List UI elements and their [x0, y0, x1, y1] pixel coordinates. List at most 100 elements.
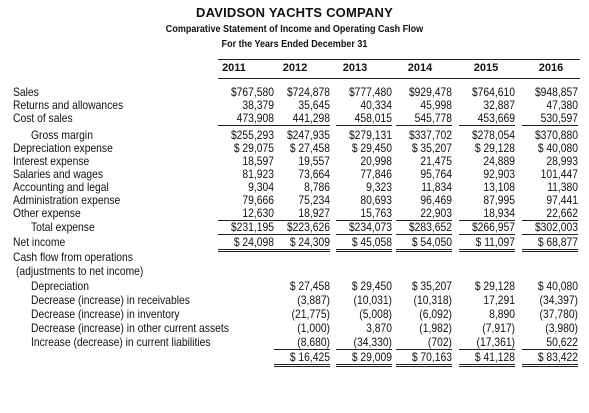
table-row: Total expense $231,195 $223,626 $234,073 $28…: [0, 220, 589, 235]
value-cell: 18,927: [274, 207, 330, 221]
value-cell: (34,397): [522, 294, 578, 307]
value-text: 453,669: [477, 111, 515, 125]
value-cell: 11,834: [396, 181, 452, 194]
value-cell: 20,998: [336, 155, 392, 168]
value-text: 96,469: [420, 193, 452, 207]
value-text: 28,993: [546, 154, 578, 168]
value-text: 8,890: [489, 307, 515, 321]
value-text: $ 24,309: [289, 235, 330, 249]
value-cell: 9,323: [336, 181, 392, 194]
value-text: 24,889: [483, 154, 515, 168]
value-cell: $ 83,422: [522, 351, 578, 367]
value-cell: (1,982): [396, 322, 452, 335]
value-cell: $948,857: [522, 86, 578, 99]
header-rule-top: [218, 59, 580, 60]
value-text: $370,880: [534, 128, 578, 142]
value-cell: $337,702: [396, 129, 452, 142]
value-cell: 21,475: [396, 155, 452, 168]
value-cell: $ 11,097: [459, 236, 515, 252]
value-text: 19,557: [298, 154, 330, 168]
value-text: $255,293: [230, 128, 274, 142]
value-cell: $777,480: [336, 86, 392, 99]
row-label: Other expense: [13, 206, 81, 220]
row-label: Salaries and wages: [13, 167, 104, 181]
table-row: (adjustments to net income): [0, 265, 589, 278]
value-cell: 79,666: [218, 194, 274, 207]
value-text: $247,935: [286, 128, 330, 142]
value-cell: $ 29,075: [218, 142, 274, 155]
value-cell: $ 29,450: [336, 142, 392, 155]
value-text: $ 70,163: [411, 350, 452, 364]
value-text: $929,478: [408, 85, 452, 99]
value-cell: 73,664: [274, 168, 330, 181]
row-label: Returns and allowances: [13, 98, 124, 112]
row-label: Interest expense: [13, 154, 90, 168]
table-row: Depreciation $ 27,458 $ 29,450 $ 35,207 $ 29…: [0, 280, 589, 293]
value-text: 9,304: [248, 180, 274, 194]
value-cell: 8,786: [274, 181, 330, 194]
value-cell: $929,478: [396, 86, 452, 99]
row-label: Increase (decrease) in current liabiliti…: [31, 335, 211, 349]
value-cell: 40,334: [336, 99, 392, 112]
value-cell: 9,304: [218, 181, 274, 194]
row-label: Cash flow from operations: [13, 250, 133, 264]
value-text: $948,857: [534, 85, 578, 99]
row-label: Administration expense: [13, 193, 121, 207]
value-text: (3,887): [297, 293, 330, 307]
value-cell: (3,887): [274, 294, 330, 307]
value-text: (8,680): [297, 335, 330, 349]
value-text: 87,995: [483, 193, 515, 207]
value-cell: $ 35,207: [396, 280, 452, 293]
row-label: (adjustments to net income): [16, 264, 144, 278]
value-cell: 28,993: [522, 155, 578, 168]
value-text: $777,480: [348, 85, 392, 99]
value-cell: $234,073: [336, 221, 392, 235]
value-cell: 545,778: [396, 112, 452, 126]
row-label: Depreciation expense: [13, 141, 113, 155]
value-text: $302,003: [534, 220, 578, 234]
value-cell: (34,330): [336, 336, 392, 350]
value-text: $ 29,128: [474, 141, 515, 155]
value-text: 3,870: [366, 321, 392, 335]
value-cell: 38,379: [218, 99, 274, 112]
table-row: Depreciation expense $ 29,075 $ 27,458 $ 29…: [0, 142, 589, 155]
value-cell: $ 35,207: [396, 142, 452, 155]
value-cell: 92,903: [459, 168, 515, 181]
table-row: Cash flow from operations: [0, 251, 589, 264]
value-text: $ 40,080: [537, 141, 578, 155]
row-label: Depreciation: [31, 279, 89, 293]
value-text: $ 41,128: [474, 350, 515, 364]
value-text: 473,908: [236, 111, 274, 125]
value-text: 11,380: [547, 180, 578, 194]
value-text: $767,580: [230, 85, 274, 99]
row-label: Decrease (increase) in inventory: [31, 307, 180, 321]
value-text: $ 29,450: [351, 141, 392, 155]
statement-title: Comparative Statement of Income and Oper…: [165, 23, 424, 35]
value-cell: $ 40,080: [522, 280, 578, 293]
table-row: $ 16,425 $ 29,009 $ 70,163 $ 41,128 $ 83,422: [0, 350, 589, 367]
value-cell: (10,318): [396, 294, 452, 307]
value-text: 35,645: [298, 98, 330, 112]
value-text: 530,597: [540, 111, 578, 125]
table-row: Returns and allowances 38,379 35,645 40,334…: [0, 99, 589, 112]
year-header: 2016: [538, 62, 564, 74]
value-cell: (3,980): [522, 322, 578, 335]
value-text: $ 68,877: [537, 235, 578, 249]
value-cell: 458,015: [336, 112, 392, 126]
value-cell: $ 29,450: [336, 280, 392, 293]
value-text: (34,397): [539, 293, 578, 307]
value-cell: 35,645: [274, 99, 330, 112]
value-cell: 22,662: [522, 207, 578, 221]
value-text: $ 83,422: [537, 350, 578, 364]
value-text: $337,702: [408, 128, 452, 142]
value-cell: 3,870: [336, 322, 392, 335]
value-text: $279,131: [348, 128, 392, 142]
value-cell: $ 24,309: [274, 236, 330, 252]
value-text: $223,626: [286, 220, 330, 234]
row-label: Decrease (increase) in receivables: [31, 293, 190, 307]
value-text: $ 11,097: [475, 235, 515, 249]
value-text: $ 45,058: [351, 235, 392, 249]
value-cell: $ 68,877: [522, 236, 578, 252]
value-cell: $ 29,128: [459, 280, 515, 293]
